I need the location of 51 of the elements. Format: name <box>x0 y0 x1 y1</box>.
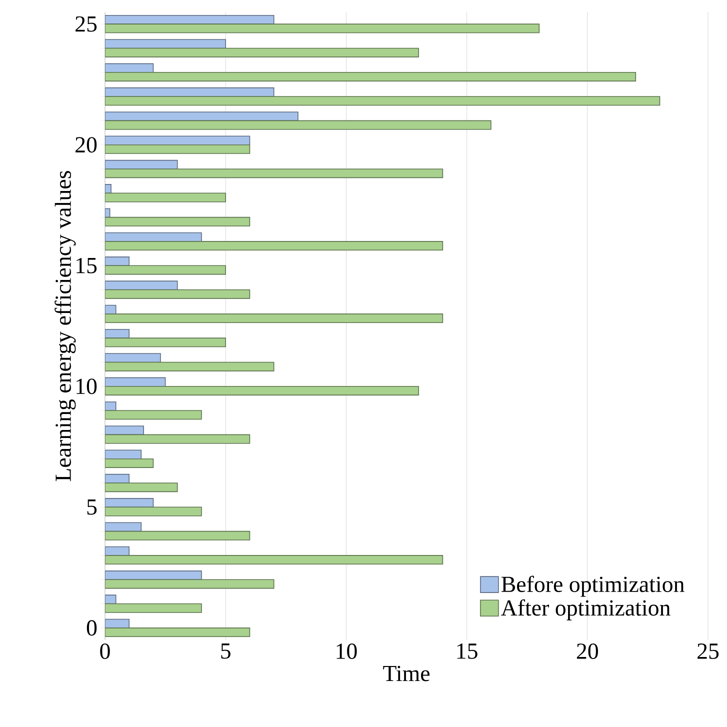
bar <box>105 482 178 492</box>
x-tick-label: 20 <box>576 644 598 659</box>
bar <box>105 192 226 202</box>
x-tick-label: 10 <box>336 644 357 659</box>
y-tick-label: 20 <box>76 137 97 153</box>
bar <box>105 160 178 170</box>
x-tick-label: 0 <box>100 644 110 659</box>
bar <box>105 458 154 468</box>
bar <box>105 48 419 58</box>
x-axis-title: Time <box>383 666 430 682</box>
bar <box>105 377 166 387</box>
bar <box>105 241 444 251</box>
bar <box>105 87 274 97</box>
bar <box>105 112 298 122</box>
bar <box>105 232 202 242</box>
y-tick-label: 10 <box>76 378 97 394</box>
bar <box>105 434 250 444</box>
bar <box>105 410 202 420</box>
y-tick-label: 5 <box>87 500 97 515</box>
bar <box>105 168 444 178</box>
y-tick-label: 25 <box>76 16 97 32</box>
bar <box>105 498 154 508</box>
bar <box>105 24 540 34</box>
bar <box>105 216 250 226</box>
bar <box>105 362 274 372</box>
legend-label: Before optimization <box>501 576 684 597</box>
x-tick-label: 5 <box>221 644 230 659</box>
bar <box>105 450 142 460</box>
bar <box>105 353 161 363</box>
bar <box>105 136 250 146</box>
y-tick-label: 0 <box>86 620 97 636</box>
bar <box>105 603 202 613</box>
bar <box>105 579 274 589</box>
bar <box>105 120 492 130</box>
bar <box>105 63 154 73</box>
bar <box>105 289 250 299</box>
bar <box>105 338 226 348</box>
bar <box>105 280 178 290</box>
bar <box>105 506 202 516</box>
bar <box>105 555 444 565</box>
bar <box>105 265 226 275</box>
bar <box>105 144 250 154</box>
legend-label: After optimization <box>501 599 670 620</box>
y-axis-title: Learning energy efficiency values <box>54 171 76 482</box>
x-tick-label: 15 <box>457 644 478 659</box>
bar <box>105 522 142 532</box>
bar <box>105 96 660 106</box>
y-tick-label: 15 <box>76 258 97 274</box>
bar <box>105 39 226 49</box>
x-tick-label: 25 <box>698 644 719 659</box>
bar <box>105 530 250 540</box>
